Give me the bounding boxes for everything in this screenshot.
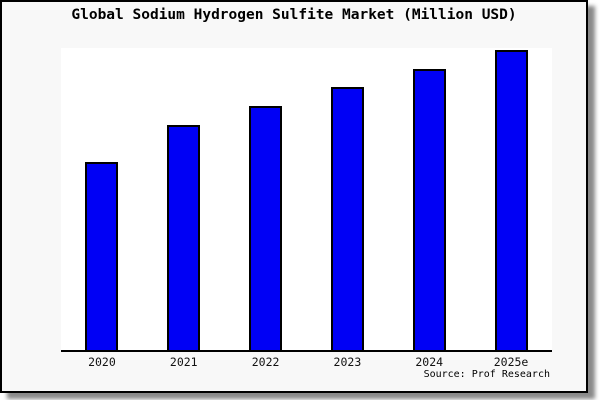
bar-column: [306, 48, 388, 350]
chart-card: Global Sodium Hydrogen Sulfite Market (M…: [0, 0, 588, 393]
plot-area: [61, 48, 552, 352]
bar-2023: [330, 86, 364, 350]
x-tick-label-2025e: 2025e: [493, 355, 529, 369]
bar-column: [143, 48, 225, 350]
x-tick-label-2020: 2020: [88, 355, 116, 369]
x-tick-label-2021: 2021: [169, 355, 198, 369]
bar-column: [61, 48, 143, 350]
bars-container: [61, 48, 552, 350]
bar-2021: [167, 125, 201, 350]
bar-2020: [85, 161, 119, 350]
source-credit: Source: Prof Research: [423, 369, 550, 380]
bar-2024: [412, 69, 446, 350]
bar-2022: [249, 105, 283, 350]
bar-column: [470, 48, 552, 350]
x-tick-label-2022: 2022: [251, 355, 280, 369]
x-tick-label-2024: 2024: [415, 355, 444, 369]
x-tick-label-2023: 2023: [333, 355, 362, 369]
chart-title: Global Sodium Hydrogen Sulfite Market (M…: [71, 7, 517, 23]
bar-column: [225, 48, 307, 350]
bar-column: [388, 48, 470, 350]
x-axis-labels: 2020 2021 2022 2023 2024 2025e: [61, 355, 552, 369]
bar-2025e: [494, 50, 528, 350]
